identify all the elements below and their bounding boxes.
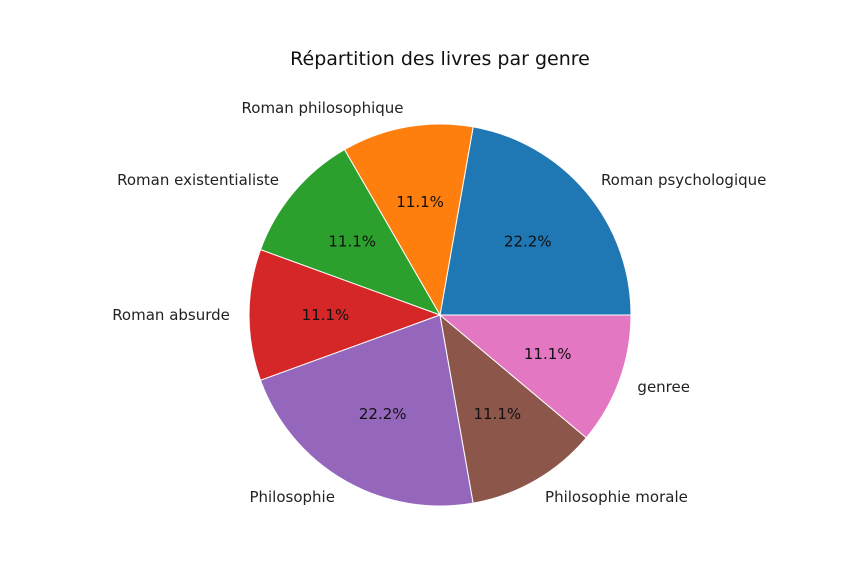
pie-category-label: Roman existentialiste — [117, 171, 279, 189]
pie-percent-label: 22.2% — [504, 232, 552, 250]
pie-percent-label: 11.1% — [302, 306, 350, 324]
pie-slices — [248, 123, 632, 507]
pie-category-label: Roman psychologique — [601, 171, 766, 189]
pie-slice-roman-philosophique — [343, 123, 474, 317]
pie-slice-philosophie — [259, 314, 474, 507]
pie-percent-label: 11.1% — [328, 232, 376, 250]
pie-percent-label: 11.1% — [473, 405, 521, 423]
pie-percent-label: 11.1% — [396, 193, 444, 211]
pie-slice-roman-psychologique — [439, 126, 632, 316]
pie-category-label: Philosophie morale — [545, 488, 688, 506]
pie-slice-roman-existentialiste — [259, 148, 442, 316]
pie-percent-label: 22.2% — [359, 405, 407, 423]
pie-category-label: Philosophie — [249, 488, 334, 506]
pie-percent-label: 11.1% — [524, 345, 572, 363]
pie-slice-genree — [438, 314, 632, 439]
chart-title: Répartition des livres par genre — [290, 48, 590, 70]
pie-category-label: Roman absurde — [112, 306, 230, 324]
pie-slice-philosophie-morale — [439, 313, 588, 504]
pie-slice-roman-absurde — [248, 249, 442, 381]
pie-category-label: Roman philosophique — [242, 99, 404, 117]
pie-category-label: genree — [637, 378, 690, 396]
pie-labels: 22.2% Roman psychologique 11.1% Roman philo… — [112, 99, 766, 506]
